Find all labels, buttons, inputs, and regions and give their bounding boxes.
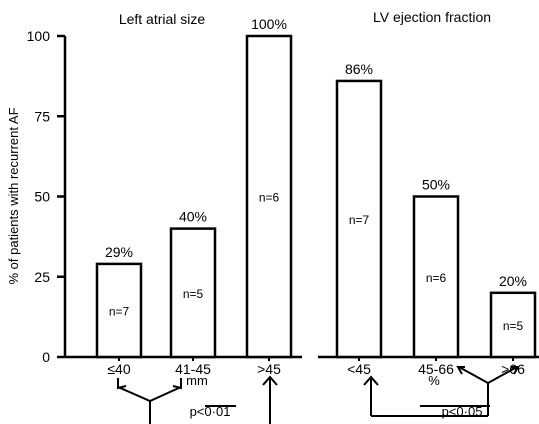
significance-label: p<0·01 [190,404,231,419]
x-tick-label: 41-45 [175,361,211,377]
y-tick-label: 0 [42,349,50,365]
bar-value-label: 20% [499,273,527,289]
bar-n-label: n=6 [426,271,447,285]
bar [412,195,460,359]
bar [245,34,293,359]
panel-title: Left atrial size [119,11,206,27]
bar-n-label: n=6 [259,191,280,205]
panel-lv-ejection-fraction: LV ejection fraction 86% n=7 <45 50% n=6 45-6… [318,9,539,419]
panel-title: LV ejection fraction [373,9,491,25]
x-unit-label: % [428,373,440,388]
bar [335,79,383,359]
significance-connector [117,375,278,424]
x-tick-label: 45-66 [418,361,454,377]
bar-n-label: n=7 [349,213,370,227]
y-tick-label: 25 [34,269,50,285]
y-axis: 0 25 50 75 100 % of patients with recurrent … [6,28,67,365]
y-tick-label: 100 [27,28,51,44]
bar-n-label: n=5 [503,319,524,333]
bar-n-label: n=7 [109,304,130,318]
y-tick-label: 50 [34,189,50,205]
x-tick-label: ≤40 [107,361,130,377]
x-tick-label: <45 [347,361,371,377]
y-ticks: 0 25 50 75 100 [27,28,65,365]
y-tick-label: 75 [34,108,50,124]
bar-value-label: 29% [105,244,133,260]
bar [489,291,537,359]
x-tick-label: >45 [257,361,281,377]
bar-value-label: 100% [251,16,287,32]
y-axis-label: % of patients with recurrent AF [6,107,21,284]
bar-value-label: 50% [422,177,450,193]
significance-connector [363,366,520,417]
bars: 29% n=7 ≤40 40% n=5 41-45 100% n=6 >45 [95,16,293,377]
bar-n-label: n=5 [183,287,204,301]
significance-label: p<0·05 [442,404,483,419]
panel-left-atrial-size: Left atrial size 29% n=7 ≤40 40% n=5 41-45 100… [65,11,302,424]
bar-value-label: 40% [179,209,207,225]
x-unit-label: mm [186,373,208,388]
bar-value-label: 86% [345,61,373,77]
